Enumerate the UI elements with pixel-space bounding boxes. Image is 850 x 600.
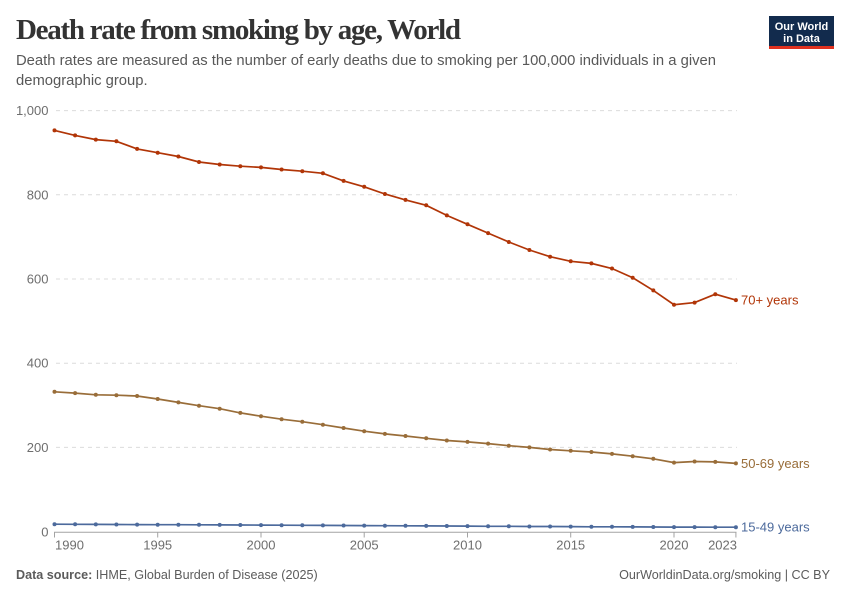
svg-text:15-49 years: 15-49 years (741, 519, 810, 534)
svg-text:50-69 years: 50-69 years (741, 456, 810, 471)
svg-text:400: 400 (27, 356, 49, 371)
svg-text:0: 0 (41, 524, 48, 539)
svg-text:800: 800 (27, 187, 49, 202)
svg-text:2023: 2023 (708, 538, 737, 553)
svg-text:2005: 2005 (350, 538, 379, 553)
svg-text:2000: 2000 (247, 538, 276, 553)
svg-text:2020: 2020 (660, 538, 689, 553)
svg-text:600: 600 (27, 272, 49, 287)
svg-text:1990: 1990 (55, 538, 84, 553)
svg-text:200: 200 (27, 440, 49, 455)
svg-text:70+ years: 70+ years (741, 293, 799, 308)
svg-text:1,000: 1,000 (16, 103, 49, 118)
svg-text:2015: 2015 (556, 538, 585, 553)
svg-text:1995: 1995 (143, 538, 172, 553)
svg-text:2010: 2010 (453, 538, 482, 553)
